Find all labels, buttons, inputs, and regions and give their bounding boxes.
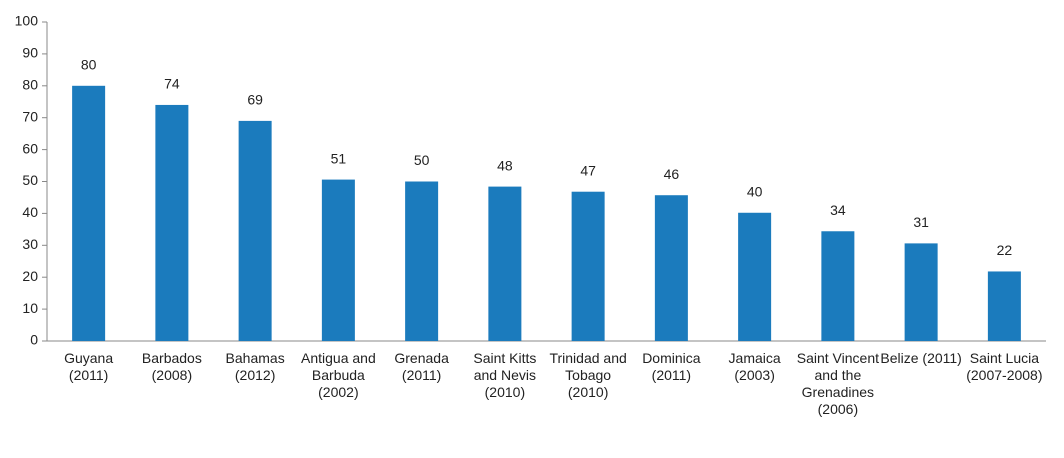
bar	[405, 181, 439, 341]
y-tick-label: 50	[22, 172, 38, 188]
x-tick-label: Saint Lucia (2007-2008)	[966, 350, 1043, 383]
x-tick-label: Saint Vincent and the Grenadines (2006)	[796, 350, 879, 417]
bar	[155, 104, 189, 341]
bar	[571, 191, 605, 341]
x-tick-label: Belize (2011)	[880, 350, 962, 366]
y-tick-label: 0	[30, 332, 38, 348]
data-label: 69	[247, 92, 263, 108]
y-tick-label: 100	[15, 13, 39, 29]
bar	[238, 120, 272, 341]
x-tick-label: Guyana (2011)	[64, 350, 114, 383]
data-label: 80	[81, 57, 97, 73]
bar	[904, 243, 938, 341]
x-tick-label: Grenada (2011)	[394, 350, 449, 383]
y-tick-label: 70	[22, 108, 38, 124]
y-tick-label: 40	[22, 204, 38, 220]
data-label: 50	[414, 152, 430, 168]
bar	[738, 212, 772, 341]
data-label: 74	[164, 76, 180, 92]
y-tick-label: 60	[22, 140, 38, 156]
bar	[654, 195, 688, 341]
data-label: 40	[747, 183, 763, 199]
y-tick-label: 80	[22, 77, 38, 93]
y-tick-label: 90	[22, 45, 38, 61]
y-tick-label: 30	[22, 236, 38, 252]
x-tick-label: Dominica (2011)	[642, 350, 701, 383]
data-label: 47	[580, 162, 596, 178]
data-label: 48	[497, 157, 513, 173]
x-tick-label: Antigua and Barbuda (2002)	[301, 350, 376, 400]
bar	[488, 186, 522, 341]
data-label: 51	[331, 150, 347, 166]
bar	[987, 271, 1021, 341]
y-tick-label: 10	[22, 300, 38, 316]
x-tick-label: Barbados (2008)	[141, 350, 202, 383]
x-tick-label: Bahamas (2012)	[225, 350, 285, 383]
data-label: 34	[830, 202, 846, 218]
x-tick-label: Jamaica (2003)	[728, 350, 781, 383]
x-tick-label: Trinidad and Tobago (2010)	[549, 350, 627, 400]
bar	[72, 85, 106, 341]
data-label: 22	[997, 242, 1013, 258]
y-tick-label: 20	[22, 268, 38, 284]
data-label: 31	[913, 214, 929, 230]
data-label: 46	[664, 166, 680, 182]
x-tick-label: Saint Kitts and Nevis (2010)	[473, 350, 537, 400]
bar	[821, 231, 855, 341]
bar	[321, 179, 355, 341]
